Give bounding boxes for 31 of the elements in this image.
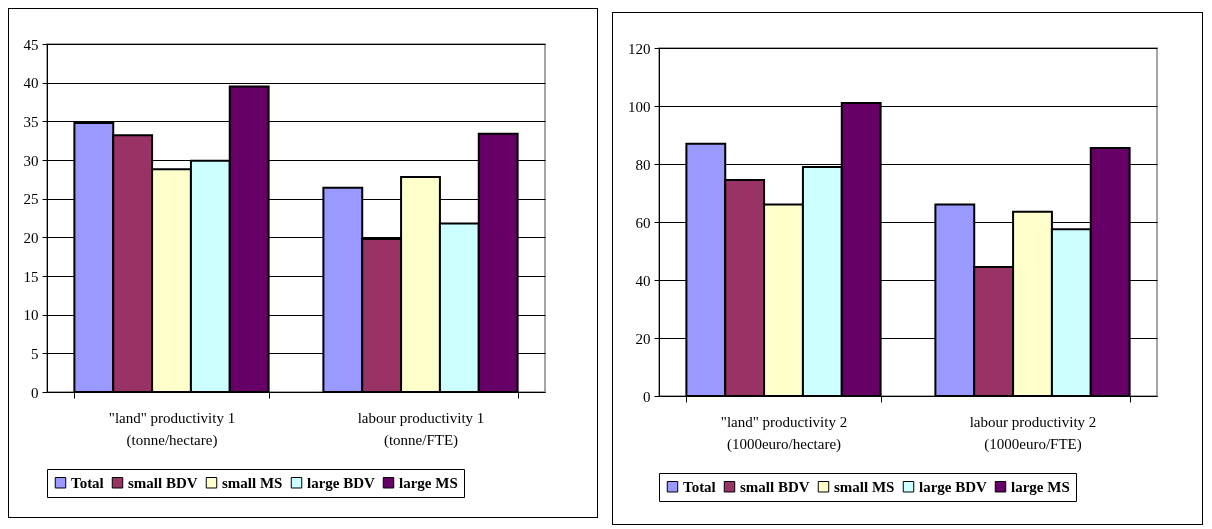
x-tick-label: labour productivity 2 (1000euro/FTE) (969, 413, 1097, 453)
legend-label: small BDV (740, 478, 810, 495)
y-tick-label: 40 (23, 75, 39, 92)
y-tick-label: 45 (23, 36, 39, 53)
legend-label: large BDV (919, 478, 988, 495)
y-tick-label: 20 (635, 330, 651, 347)
y-tick-label: 10 (23, 307, 39, 324)
x-tick-label: "land" productivity 2 (1000euro/hectare) (720, 413, 848, 453)
y-tick-label: 120 (628, 40, 651, 57)
y-tick-label: 100 (628, 98, 651, 115)
y-tick-label: 80 (635, 156, 651, 173)
legend-label: large MS (399, 474, 458, 491)
legend-label: large BDV (307, 474, 376, 491)
y-tick-label: 35 (23, 113, 39, 130)
x-tick-label: labour productivity 1 (tonne/FTE) (357, 409, 485, 449)
y-tick-label: 15 (23, 268, 39, 285)
y-tick-label: 0 (643, 388, 651, 405)
y-tick-label: 40 (635, 272, 651, 289)
legend-label: small MS (834, 478, 895, 495)
legend-label: Total (71, 474, 104, 491)
y-tick-label: 0 (31, 384, 39, 401)
legend-label: Total (683, 478, 716, 495)
y-tick-label: 60 (635, 214, 651, 231)
y-tick-label: 30 (23, 152, 39, 169)
legend-label: large MS (1011, 478, 1070, 495)
y-tick-label: 25 (23, 191, 39, 208)
y-tick-label: 5 (31, 345, 39, 362)
legend-label: small MS (222, 474, 283, 491)
legend-label: small BDV (128, 474, 198, 491)
x-tick-label: "land" productivity 1 (tonne/hectare) (108, 409, 236, 449)
y-tick-label: 20 (23, 229, 39, 246)
